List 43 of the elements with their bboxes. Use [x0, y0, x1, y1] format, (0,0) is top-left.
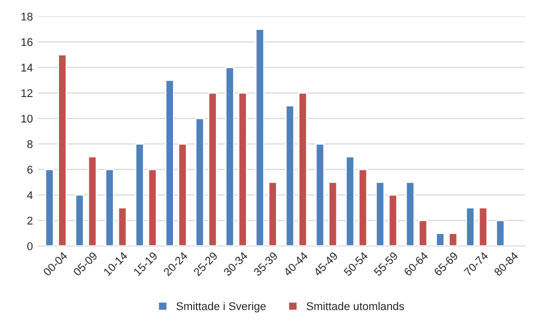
bar — [268, 182, 278, 246]
bar — [255, 28, 265, 246]
bar — [118, 207, 128, 246]
y-tick-label: 6 — [27, 166, 33, 174]
bar — [104, 168, 114, 246]
bar — [238, 92, 248, 246]
y-tick-label: 10 — [22, 114, 33, 123]
bar — [466, 207, 475, 246]
bar — [88, 156, 98, 246]
y-tick-label: 14 — [22, 64, 33, 72]
y-tick-label: 4 — [27, 191, 33, 200]
y-tick-label: 16 — [22, 38, 33, 46]
bar — [134, 143, 144, 246]
y-tick-label: 12 — [22, 89, 32, 97]
bar — [225, 66, 235, 246]
bar — [195, 118, 204, 246]
bar — [148, 168, 158, 246]
y-tick-label: 2 — [27, 216, 32, 225]
bar — [298, 92, 308, 246]
bar — [58, 54, 68, 246]
y-tick-label: 0 — [27, 242, 33, 250]
bar — [478, 207, 488, 246]
bar — [375, 182, 385, 246]
bar — [388, 194, 398, 246]
y-tick-label: 18 — [22, 12, 33, 21]
bar — [165, 79, 174, 246]
bar — [178, 143, 188, 246]
bar — [448, 232, 458, 246]
bar — [418, 220, 428, 246]
y-tick-label: 8 — [27, 140, 33, 148]
bar — [436, 232, 445, 246]
bar — [285, 104, 295, 246]
bar — [44, 168, 54, 246]
legend-label: Smittade i Sverige — [176, 302, 266, 312]
bar — [208, 92, 218, 246]
bar — [345, 156, 355, 246]
bar — [358, 168, 368, 246]
bar — [328, 182, 338, 246]
bar — [315, 143, 325, 246]
legend-label: Smittade utomlands — [306, 302, 404, 310]
bar — [496, 220, 506, 246]
bar — [405, 182, 415, 246]
bar — [74, 194, 84, 246]
